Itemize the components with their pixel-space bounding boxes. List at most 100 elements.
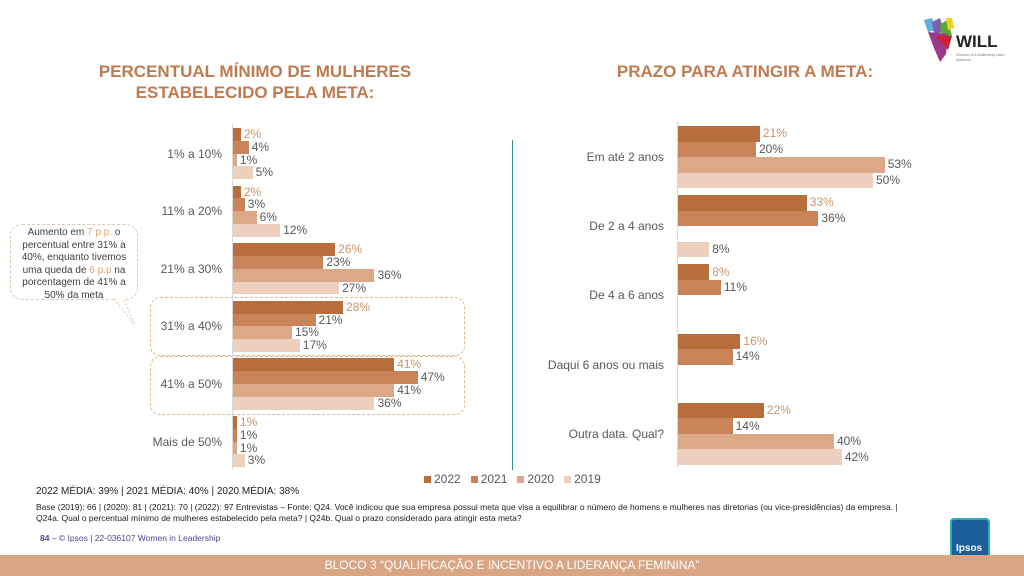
data-label-2021: 23% <box>326 254 351 269</box>
bar-2021 <box>233 256 324 269</box>
data-label-2019: 12% <box>283 222 308 237</box>
data-label-2022: 41% <box>397 357 422 372</box>
category-label: 11% a 20% <box>161 204 223 219</box>
data-label-2021: 20% <box>759 141 784 156</box>
bar-2020 <box>233 211 257 224</box>
data-label-2022: 8% <box>712 264 730 279</box>
category-label: Mais de 50% <box>152 434 222 449</box>
bar-2019 <box>233 224 281 237</box>
base-text: Base (2019): 66 | (2020): 81 | (2021): 7… <box>36 502 898 523</box>
legend-swatch <box>424 476 431 483</box>
category-label: Daqui 6 anos ou mais <box>547 357 664 372</box>
axis-line <box>232 124 233 470</box>
bar-2021 <box>233 313 316 327</box>
logo-subtitle: Women in Leadership Latin America <box>956 52 1005 62</box>
bar-2022 <box>678 402 764 419</box>
left-chart-title: PERCENTUAL MÍNIMO DE MULHERES ESTABELECI… <box>98 62 412 102</box>
bar-2022 <box>678 195 807 211</box>
legend-item-2021: 2021 <box>470 472 507 486</box>
category-label: Outra data. Qual? <box>568 426 664 441</box>
bar-2022 <box>678 126 760 142</box>
bar-2022 <box>233 358 395 372</box>
bar-2021 <box>678 279 721 296</box>
bar-2019 <box>678 241 710 258</box>
bar-2021 <box>678 418 733 434</box>
logo-text: WILL <box>956 32 998 51</box>
data-label-2021: 3% <box>247 197 266 212</box>
data-label-2019: 50% <box>876 172 901 187</box>
bar-2022 <box>233 128 241 141</box>
data-label-2020: 6% <box>259 210 277 225</box>
legend-label: 2022 <box>434 472 461 486</box>
averages-text: 2022 MÉDIA: 39% | 2021 MÉDIA: 40% | 2020… <box>36 486 300 497</box>
bar-2022 <box>233 185 241 199</box>
data-label-2021: 14% <box>735 418 760 433</box>
bar-2021 <box>233 198 245 212</box>
callout-highlight-1: 7 p.p. <box>87 227 113 238</box>
bar-2020 <box>678 433 834 450</box>
data-label-2022: 16% <box>743 333 768 348</box>
category-label: De 2 a 4 anos <box>589 219 664 234</box>
legend-swatch <box>470 476 478 483</box>
callout-text-3: na porcentagem de 41% a 50% da meta <box>22 264 126 301</box>
data-label-2021: 36% <box>821 210 846 225</box>
category-label: Em até 2 anos <box>586 150 664 164</box>
bar-2020 <box>233 268 375 282</box>
legend-label: 2019 <box>574 472 601 486</box>
ipsos-logo-text: Ipsos <box>956 543 983 554</box>
bar-2021 <box>233 428 237 442</box>
divider-line <box>512 140 513 470</box>
axis-line <box>677 122 678 468</box>
legend-item-2022: 2022 <box>424 472 461 486</box>
data-label-2020: 36% <box>377 267 402 282</box>
bar-2019 <box>233 166 253 180</box>
data-label-2019: 27% <box>342 280 367 295</box>
bar-2020 <box>233 153 237 167</box>
bar-2021 <box>233 140 249 154</box>
bar-2021 <box>233 371 418 384</box>
category-label: 1% a 10% <box>167 146 222 161</box>
highlight-box-31-40 <box>150 297 465 356</box>
will-logo: WILL Women in Leadership Latin America <box>918 14 1008 68</box>
bar-2021 <box>678 141 756 157</box>
bar-2022 <box>678 333 741 350</box>
data-label-2022: 21% <box>762 126 787 141</box>
data-label-2022: 28% <box>346 299 371 314</box>
legend: 2022 2021 2020 2019 <box>424 472 601 486</box>
data-label-2019: 5% <box>255 165 273 180</box>
bar-2020 <box>233 441 237 455</box>
data-label-2020: 15% <box>294 325 319 340</box>
category-label: 31% a 40% <box>160 319 222 334</box>
bar-2019 <box>233 454 245 468</box>
callout-bubble: Aumento em 7 p.p. o percentual entre 31%… <box>10 224 138 301</box>
bar-2021 <box>678 210 819 227</box>
bar-2019 <box>678 172 873 188</box>
right-chart-title: PRAZO PARA ATINGIR A META: <box>616 62 874 81</box>
bar-2022 <box>233 243 336 256</box>
data-label-2022: 2% <box>243 126 262 141</box>
bar-2019 <box>233 339 300 352</box>
data-label-2021: 11% <box>723 280 748 295</box>
category-label: 41% a 50% <box>160 377 222 391</box>
bar-2021 <box>678 349 733 365</box>
legend-item-2019: 2019 <box>564 472 601 486</box>
callout-text-1: Aumento em <box>27 227 88 238</box>
legend-swatch <box>564 476 572 483</box>
legend-label: 2020 <box>527 472 555 486</box>
page-number: 84 <box>40 533 50 543</box>
bar-2022 <box>233 300 344 314</box>
copyright: © Ipsos | 22-036107 Women in Leadership <box>58 533 221 543</box>
bar-2019 <box>678 449 842 465</box>
ipsos-logo: Ipsos <box>950 518 990 558</box>
data-label-2021: 47% <box>420 370 445 385</box>
data-label-2019: 36% <box>377 395 402 410</box>
data-label-2021: 14% <box>735 349 760 364</box>
data-label-2019: 3% <box>247 453 266 468</box>
category-label: 21% a 30% <box>160 261 222 276</box>
category-label: De 4 a 6 anos <box>589 288 664 303</box>
data-label-2019: 17% <box>302 338 327 353</box>
callout-tail <box>113 298 135 325</box>
data-label-2022: 26% <box>338 242 363 257</box>
bar-2022 <box>233 416 237 429</box>
data-label-2020: 1% <box>239 440 258 455</box>
